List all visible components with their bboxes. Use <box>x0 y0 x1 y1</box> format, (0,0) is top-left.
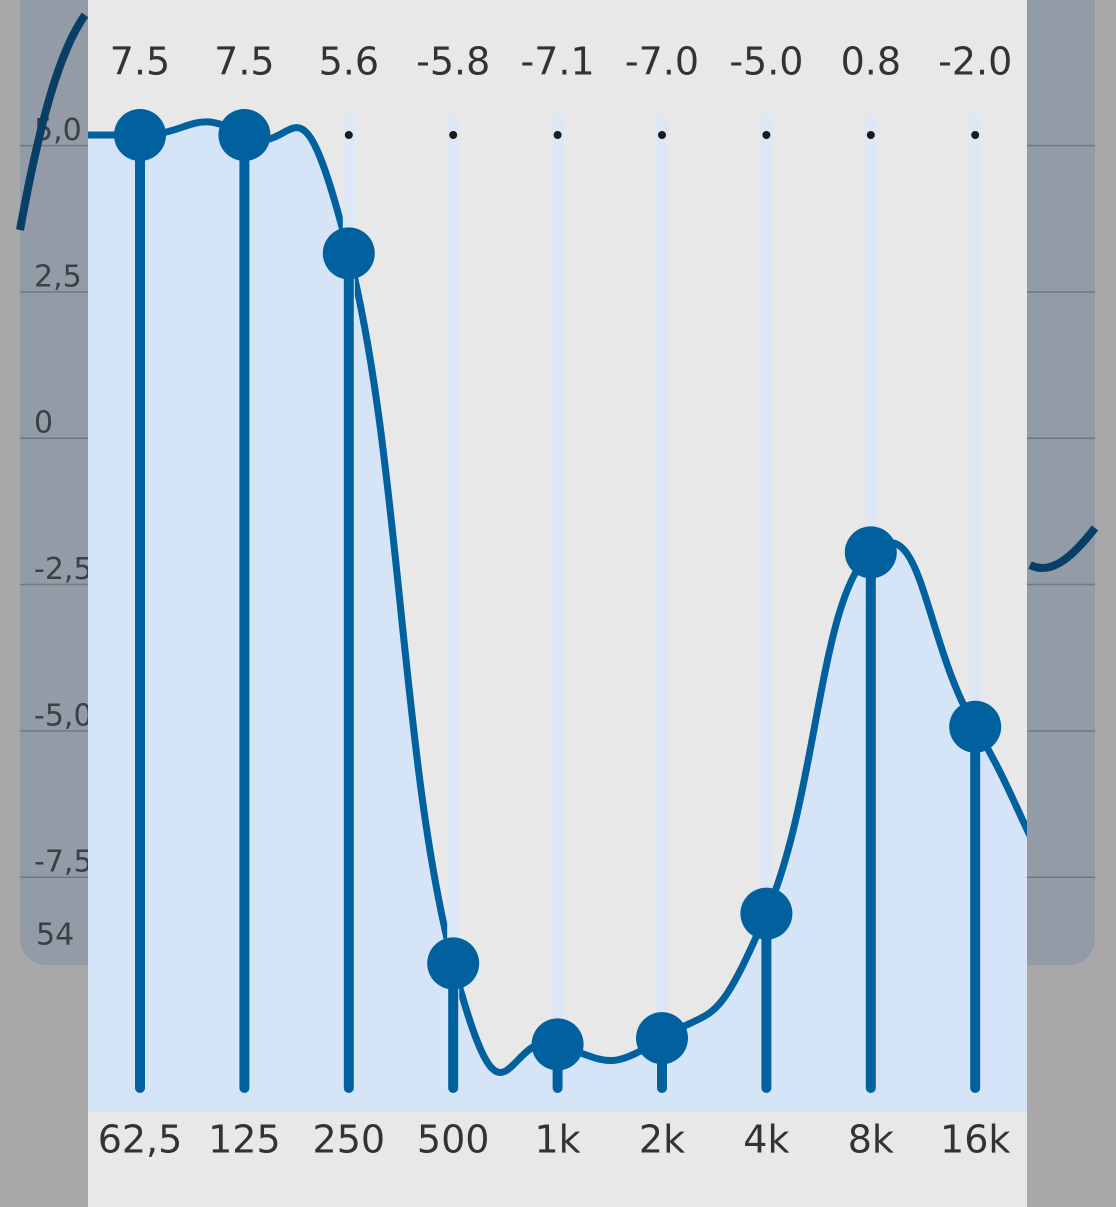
frequency-label: 16k <box>940 1118 1010 1162</box>
background-curve <box>16 12 89 231</box>
track-dot <box>553 131 562 139</box>
track-dot <box>658 131 666 139</box>
y-tick-label: 7,5 <box>34 0 82 2</box>
value-label: -7.0 <box>625 40 699 84</box>
y-tick-label: -7,5 <box>34 845 93 880</box>
slider-knob[interactable] <box>218 109 271 161</box>
frequency-label: 125 <box>208 1118 281 1162</box>
slider-knob[interactable] <box>427 937 480 990</box>
y-tick-label: -2,5 <box>34 552 93 587</box>
track-dot <box>449 131 458 139</box>
frequency-label: 1k <box>535 1118 581 1162</box>
track-dot <box>762 131 771 139</box>
value-label: -5.8 <box>416 40 490 84</box>
value-label: 5.6 <box>319 40 379 84</box>
y-tick-label: -5,0 <box>34 698 93 733</box>
value-label: 7.5 <box>214 40 274 84</box>
value-label: -2.0 <box>938 40 1012 84</box>
value-label: -5.0 <box>729 40 803 84</box>
y-tick-label: 0 <box>34 406 53 441</box>
track-dot <box>971 131 980 139</box>
track-dot <box>344 131 353 139</box>
curve-area <box>88 121 1027 1112</box>
slider-knob[interactable] <box>322 227 375 280</box>
slider-knob[interactable] <box>114 109 166 161</box>
value-label: -7.1 <box>521 40 595 84</box>
slider-knob[interactable] <box>740 887 793 940</box>
slider-knob[interactable] <box>949 700 1002 753</box>
value-label: 7.5 <box>110 40 170 84</box>
slider-knob[interactable] <box>636 1012 688 1065</box>
frequency-label: 250 <box>313 1118 386 1162</box>
track-dot <box>866 131 875 139</box>
frequency-label: 62,5 <box>98 1118 183 1162</box>
frequency-label: 2k <box>639 1118 685 1162</box>
frequency-label: 500 <box>417 1118 490 1162</box>
frequency-label: 8k <box>848 1118 894 1162</box>
slider-knob[interactable] <box>531 1018 584 1071</box>
background-curve <box>1028 525 1099 573</box>
slider-knob[interactable] <box>844 526 897 579</box>
value-label: 0.8 <box>841 40 901 84</box>
frequency-label: 4k <box>743 1118 789 1162</box>
y-tick-label: 2,5 <box>34 259 82 294</box>
equalizer: 7.5 62,5 7.5 125 5.6 250 -5.8 500 -7.1 1k -7.0 2k -5… <box>88 40 1027 1162</box>
footer-label: 54 <box>36 918 74 953</box>
